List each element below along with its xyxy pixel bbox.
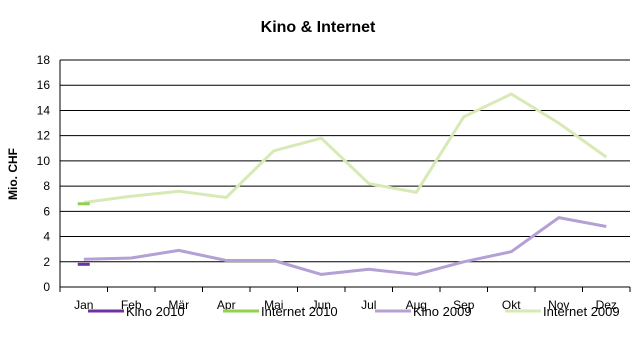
legend-label: Kino 2010 xyxy=(126,304,185,319)
y-tick-label: 6 xyxy=(43,204,50,218)
x-tick-label: Jun xyxy=(312,298,331,312)
x-tick-label: Sep xyxy=(453,298,475,312)
x-tick-label: Apr xyxy=(217,298,236,312)
x-tick-label: Aug xyxy=(406,298,427,312)
series-line-3 xyxy=(83,92,608,204)
y-tick-label: 18 xyxy=(37,53,51,67)
x-tick-label: Okt xyxy=(502,298,521,312)
legend-label: Kino 2009 xyxy=(413,304,472,319)
x-tick-label: Jan xyxy=(74,298,93,312)
x-tick-label: Mär xyxy=(168,298,189,312)
y-tick-label: 14 xyxy=(37,103,51,117)
y-tick-labels: 0 2 4 6 8 10 12 14 16 18 xyxy=(37,53,51,294)
x-tick-label: Dez xyxy=(596,298,617,312)
x-tick-label: Jul xyxy=(361,298,376,312)
x-tick-label: Feb xyxy=(121,298,142,312)
y-tick-label: 2 xyxy=(43,255,50,269)
axes xyxy=(59,60,631,292)
y-tick-label: 0 xyxy=(43,280,50,294)
legend-label: Internet 2009 xyxy=(543,304,620,319)
y-tick-label: 4 xyxy=(43,230,50,244)
y-tick-label: 10 xyxy=(37,154,51,168)
y-axis-title: Mio. CHF xyxy=(6,148,20,200)
x-tick-label: Mai xyxy=(264,298,283,312)
chart-title: Kino & Internet xyxy=(261,19,376,36)
legend: Kino 2010 Internet 2010 Kino 2009 Internet … xyxy=(88,304,620,319)
x-tick-label: Nov xyxy=(548,298,569,312)
y-tick-label: 16 xyxy=(37,78,51,92)
series-line-2 xyxy=(83,216,607,276)
legend-label: Internet 2010 xyxy=(261,304,338,319)
y-tick-label: 12 xyxy=(37,129,51,143)
series-lines xyxy=(77,92,608,276)
x-tick-labels: Jan Feb Mär Apr Mai Jun Jul Aug Sep Okt Nov Dez xyxy=(74,298,617,312)
y-tick-label: 8 xyxy=(43,179,50,193)
